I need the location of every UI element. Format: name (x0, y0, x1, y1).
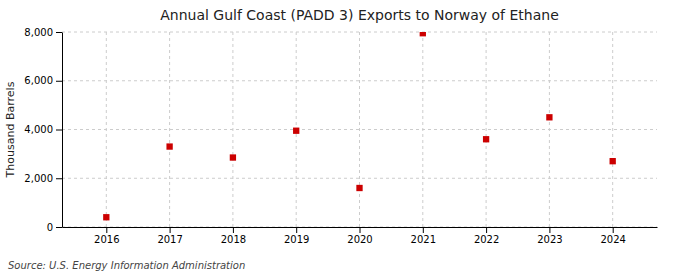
x-tick: 2019 (284, 227, 309, 245)
x-tick: 2023 (537, 227, 562, 245)
y-axis-line (62, 33, 63, 228)
y-tick-label: 6,000 (24, 75, 53, 86)
y-tick: 8,000 (24, 27, 62, 38)
x-tick: 2018 (221, 227, 246, 245)
x-tick: 2016 (94, 227, 119, 245)
x-axis: 2016 2017 2018 2019 2020 2021 2022 2023 2024 (63, 227, 658, 245)
x-tick-mark (486, 227, 487, 233)
y-tick-mark (56, 130, 62, 131)
y-tick-label: 2,000 (24, 173, 53, 184)
x-tick: 2021 (411, 227, 436, 245)
x-tick-mark (296, 227, 297, 233)
x-tick-label: 2016 (94, 234, 119, 245)
x-tick-mark (549, 227, 550, 233)
marks (103, 32, 616, 220)
point (166, 143, 172, 149)
x-grid-line (359, 32, 360, 227)
x-tick-label: 2018 (221, 234, 246, 245)
y-axis-title: Thousand Barrels (4, 81, 17, 178)
x-tick-label: 2022 (474, 234, 499, 245)
x-tick-mark (170, 227, 171, 233)
point (483, 136, 489, 142)
x-grid-line (169, 32, 170, 227)
y-tick-mark (56, 178, 62, 179)
point (420, 32, 426, 36)
point (293, 128, 299, 134)
x-tick-label: 2023 (537, 234, 562, 245)
y-tick: 2,000 (24, 173, 62, 184)
x-tick-label: 2024 (600, 234, 625, 245)
x-tick-mark (613, 227, 614, 233)
y-axis: 0 2,000 4,000 6,000 8,000 (24, 27, 62, 233)
point (356, 185, 362, 191)
x-tick-label: 2021 (411, 234, 436, 245)
y-tick-label: 0 (47, 222, 53, 233)
x-tick-mark (106, 227, 107, 233)
x-tick-mark (233, 227, 234, 233)
y-tick-mark (56, 32, 62, 33)
y-tick-label: 8,000 (24, 27, 53, 38)
y-tick-label: 4,000 (24, 124, 53, 135)
y-tick-mark (56, 81, 62, 82)
x-tick: 2020 (347, 227, 372, 245)
x-tick-mark (423, 227, 424, 233)
x-tick: 2017 (157, 227, 182, 245)
source: Source: U.S. Energy Information Administ… (8, 260, 245, 271)
x-tick-label: 2017 (157, 234, 182, 245)
x-tick-label: 2019 (284, 234, 309, 245)
point (610, 158, 616, 164)
point (546, 114, 552, 120)
point (103, 214, 109, 220)
y-tick-mark (56, 227, 62, 228)
x-grid-line (106, 32, 107, 227)
x-grid-line (486, 32, 487, 227)
x-grid-line (422, 32, 423, 227)
chart: 2016 2017 2018 2019 2020 2021 2022 2023 2024 0 2,0… (0, 0, 675, 275)
x-tick-label: 2020 (347, 234, 372, 245)
title: Annual Gulf Coast (PADD 3) Exports to No… (160, 7, 559, 23)
x-tick: 2024 (600, 227, 625, 245)
x-tick: 2022 (474, 227, 499, 245)
grid (62, 32, 657, 227)
point (230, 154, 236, 160)
x-tick-mark (360, 227, 361, 233)
x-grid-line (612, 32, 613, 227)
x-grid-line (549, 32, 550, 227)
y-tick: 0 (47, 222, 62, 233)
y-tick: 6,000 (24, 75, 62, 86)
y-tick: 4,000 (24, 124, 62, 135)
x-grid-line (232, 32, 233, 227)
plot: 2016 2017 2018 2019 2020 2021 2022 2023 2024 0 2,0… (24, 27, 657, 245)
